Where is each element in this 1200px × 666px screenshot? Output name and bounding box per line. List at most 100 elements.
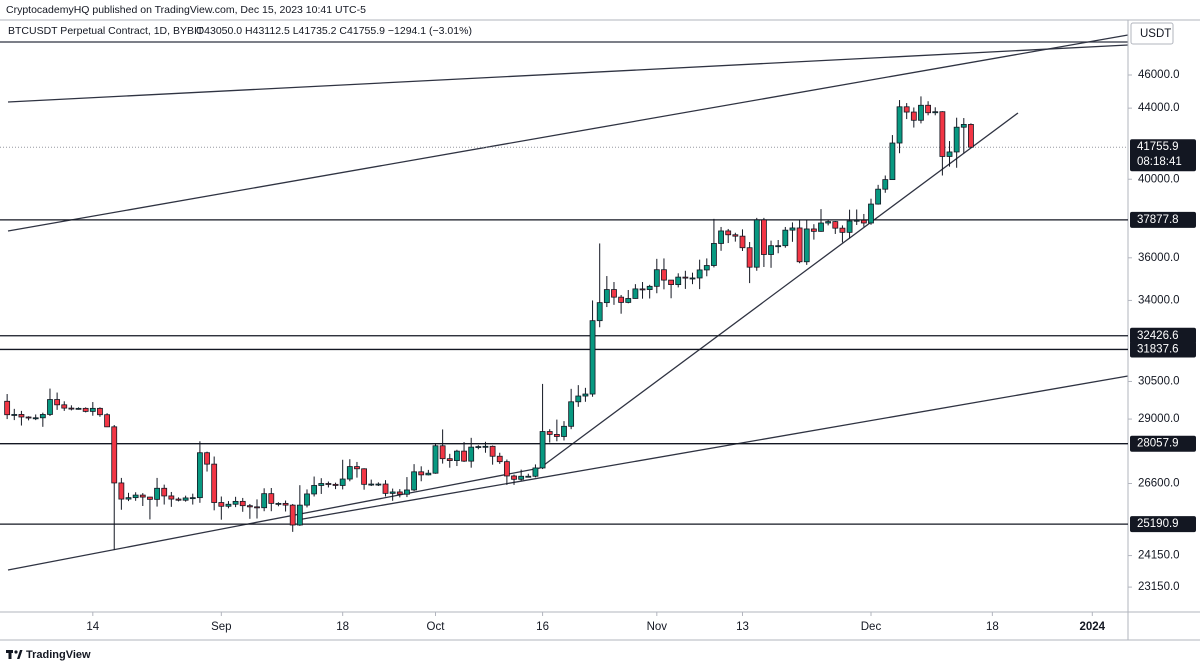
x-tick-label: 16 (536, 621, 549, 633)
candle-body (275, 502, 282, 505)
currency-label: USDT (1140, 28, 1171, 40)
candle-body (311, 485, 318, 495)
candle-body (503, 461, 510, 477)
y-tick-label: 36000.0 (1138, 252, 1180, 264)
candle-body (432, 445, 439, 474)
candle-body (896, 106, 903, 144)
candle-body (918, 104, 924, 121)
candle-body (482, 445, 489, 448)
y-tick-label: 46000.0 (1138, 69, 1180, 81)
candle-body (118, 482, 125, 500)
x-tick-label: 18 (336, 621, 349, 633)
candle-body (696, 269, 703, 279)
candle-body (860, 219, 867, 224)
candle-body (496, 455, 503, 463)
candle-body (339, 478, 346, 486)
candle-body (532, 467, 539, 477)
candle-body (768, 245, 774, 255)
candle-body (825, 221, 832, 224)
candle-body (853, 219, 860, 222)
candle-body (910, 111, 917, 121)
candle-body (511, 475, 517, 480)
candle-body (25, 416, 32, 419)
candle-body (97, 407, 103, 416)
candle-body (39, 414, 46, 419)
candle-body (332, 483, 339, 486)
level-label: 31837.6 (1137, 343, 1179, 355)
trend-line (296, 375, 1129, 521)
x-tick-label: 2024 (1080, 621, 1106, 633)
drawings (0, 34, 1129, 571)
candle-body (611, 289, 617, 298)
candle-body (404, 489, 410, 495)
candle-body (261, 493, 268, 509)
candle-body (596, 302, 603, 322)
candle-body (661, 269, 667, 281)
candle-body (603, 289, 610, 304)
candle-body (668, 279, 674, 285)
candle-body (932, 111, 939, 114)
candle-body (125, 497, 132, 500)
candle-body (368, 483, 375, 486)
candle-body (139, 494, 146, 498)
candle-body (525, 475, 532, 478)
candle-body (68, 407, 75, 410)
candle-body (682, 276, 689, 279)
x-tick-label: Oct (427, 621, 446, 633)
candle-body (11, 414, 18, 416)
candle-body (225, 503, 232, 507)
trend-line (7, 467, 541, 571)
candle-body (196, 452, 203, 499)
candle-body (775, 245, 782, 248)
level-label: 37877.8 (1137, 214, 1179, 226)
logo-part (17, 650, 23, 659)
candle-body (746, 247, 753, 268)
candle-body (468, 446, 475, 462)
candle-body (375, 483, 382, 486)
level-label-box (1130, 327, 1196, 344)
candle-body (211, 463, 218, 503)
x-tick-label: 14 (86, 621, 99, 633)
candle-body (782, 229, 789, 247)
logo-part (14, 650, 18, 654)
candle-body (968, 124, 974, 148)
candle-body (675, 276, 682, 285)
candle-body (182, 497, 189, 501)
candle-body (389, 491, 396, 494)
candle-body (703, 265, 710, 271)
candle-body (75, 407, 82, 410)
candle-body (475, 446, 482, 448)
trend-line (7, 34, 1129, 232)
y-tick-label: 40000.0 (1138, 173, 1180, 185)
candle-body (289, 504, 296, 526)
x-tick-label: 18 (986, 621, 999, 633)
candle-body (960, 124, 967, 128)
candle-body (818, 222, 824, 232)
candle-body (582, 393, 589, 397)
candle-body (282, 502, 289, 506)
candle-body (575, 395, 582, 403)
candle-body (832, 221, 839, 229)
candle-body (154, 487, 160, 500)
candle-body (518, 475, 525, 480)
candle-body (761, 219, 767, 255)
candle-body (239, 500, 246, 507)
candle-body (803, 228, 810, 263)
y-tick-label: 26600.0 (1138, 478, 1180, 490)
last-price-box (1130, 139, 1196, 172)
candle-body (953, 126, 960, 153)
level-label-box (1130, 211, 1196, 228)
y-tick-label: 44000.0 (1138, 102, 1180, 114)
level-label: 25190.9 (1137, 518, 1179, 530)
y-tick-label: 34000.0 (1138, 294, 1180, 306)
x-tick-label: Nov (647, 621, 668, 633)
trend-line (7, 44, 1129, 103)
x-tick-label: Dec (861, 621, 882, 633)
candle-body (47, 399, 53, 415)
candle-body (939, 111, 946, 157)
candle-body (903, 106, 910, 113)
logo-part (8, 650, 12, 659)
candle-body (54, 399, 61, 406)
candle-body (411, 471, 417, 491)
